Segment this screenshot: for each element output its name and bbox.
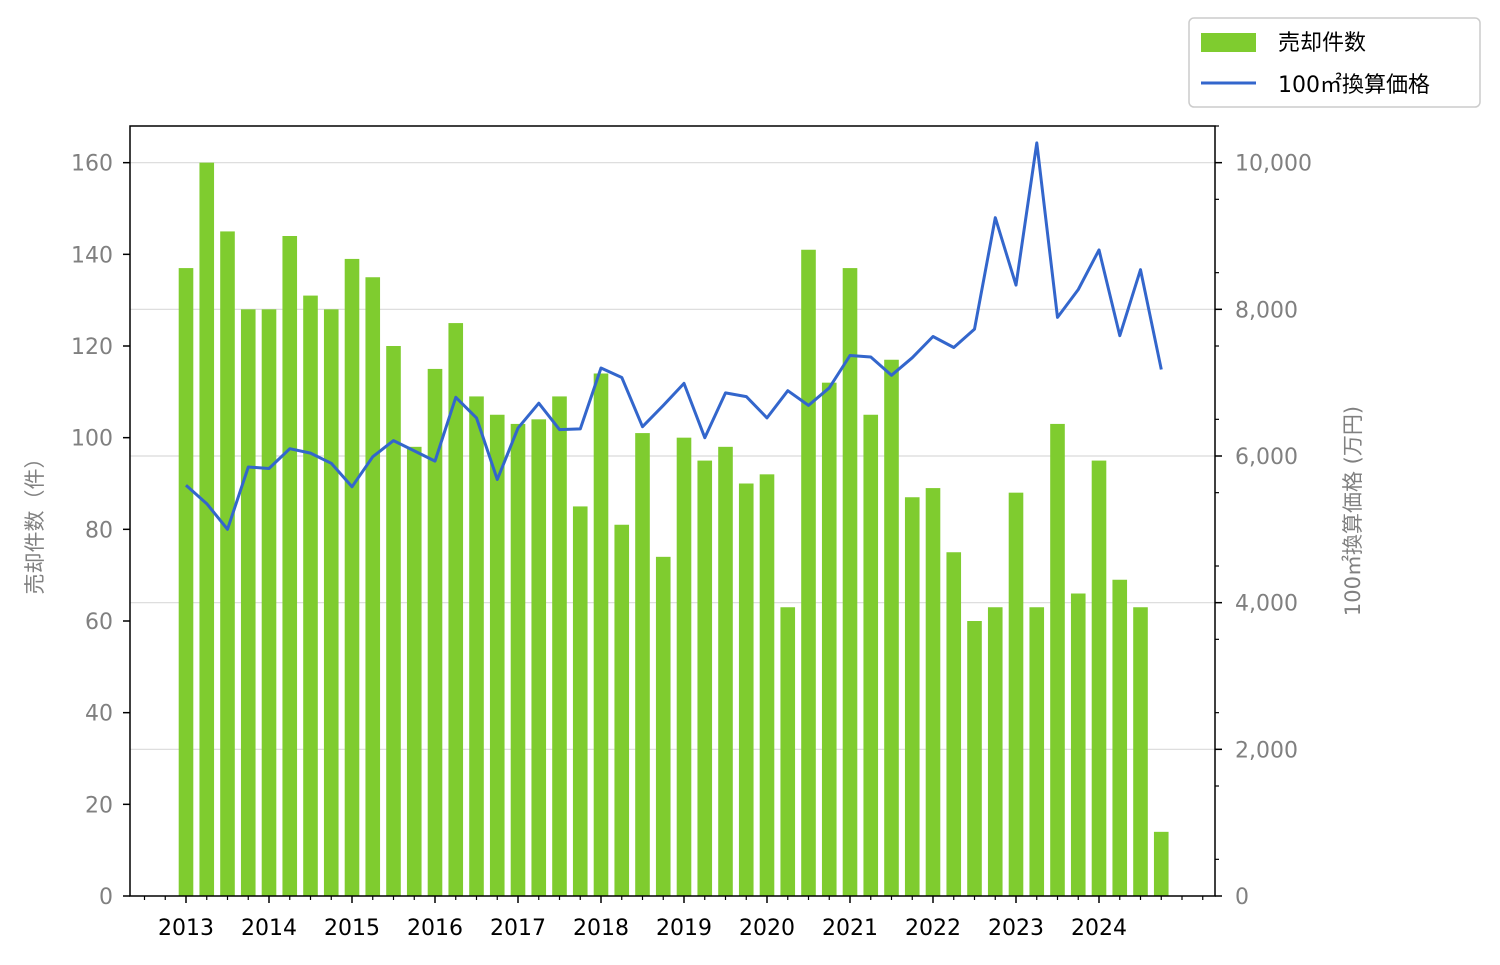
bar <box>801 249 816 896</box>
line-layer <box>185 141 1163 531</box>
bar <box>323 309 339 896</box>
bar <box>593 373 609 896</box>
bar <box>199 162 215 896</box>
bar <box>365 277 381 896</box>
y-tick-label: 140 <box>71 243 113 268</box>
bar <box>884 359 899 896</box>
y2-tick-label: 4,000 <box>1235 592 1298 617</box>
x-tick-label: 2019 <box>656 916 712 941</box>
bar <box>386 346 401 896</box>
bar <box>344 258 360 897</box>
legend: 売却件数 100㎡換算価格 <box>1188 17 1481 108</box>
x-tick-label: 2015 <box>324 916 380 941</box>
x-tick-label: 2020 <box>739 916 795 941</box>
x-tick-label: 2017 <box>490 916 546 941</box>
x-tick-label: 2018 <box>573 916 629 941</box>
x-tick-label: 2022 <box>905 916 961 941</box>
bar <box>303 295 318 896</box>
bar <box>178 268 194 896</box>
plot-frame <box>129 125 1216 897</box>
bar <box>572 506 588 896</box>
bar <box>552 396 567 896</box>
bars-layer <box>178 162 1169 897</box>
price-line <box>185 141 1163 531</box>
y-tick-label: 80 <box>85 518 113 543</box>
legend-label-line: 100㎡換算価格 <box>1278 72 1430 98</box>
x-tick-label: 2013 <box>158 916 214 941</box>
bar <box>655 556 671 896</box>
bar <box>925 488 941 896</box>
bar <box>967 621 982 896</box>
bar <box>987 607 1003 896</box>
y-tick-label: 120 <box>71 335 113 360</box>
x-tick-label: 2016 <box>407 916 463 941</box>
bar <box>531 419 547 896</box>
bar <box>676 437 692 896</box>
bar <box>448 323 464 896</box>
bar <box>510 423 526 896</box>
bar <box>489 414 505 896</box>
y-tick-label: 20 <box>85 793 113 818</box>
bar <box>1050 423 1065 896</box>
bar <box>697 460 713 896</box>
legend-box <box>1188 17 1481 108</box>
bar <box>1091 460 1107 896</box>
bar <box>1029 607 1045 896</box>
bar <box>261 309 277 896</box>
bar <box>220 231 235 896</box>
y-tick-label: 0 <box>99 885 113 910</box>
legend-swatch-bars <box>1201 33 1256 52</box>
bar <box>863 414 879 896</box>
y-tick-label: 160 <box>71 152 113 177</box>
bar <box>406 446 422 896</box>
y-tick-label: 60 <box>85 610 113 635</box>
bar <box>904 497 920 896</box>
bar <box>427 368 443 897</box>
bar <box>842 268 858 896</box>
y2-tick-label: 0 <box>1235 885 1249 910</box>
x-tick-label: 2023 <box>988 916 1044 941</box>
bar <box>240 309 256 896</box>
y2-tick-label: 2,000 <box>1235 738 1298 763</box>
bar <box>1008 492 1024 896</box>
y2-axis-label: 100㎡換算価格 (万円) <box>1341 406 1365 616</box>
bar <box>469 396 484 896</box>
x-tick-label: 2024 <box>1071 916 1127 941</box>
bar <box>1153 831 1169 896</box>
legend-label-bars: 売却件数 <box>1278 31 1366 56</box>
bar <box>780 607 796 896</box>
axes-layer: 0 20 40 60 80 100 120 140 160 0 2,000 4,000 6,000 8,0… <box>71 125 1312 941</box>
bar <box>1112 579 1128 896</box>
bar <box>1070 593 1086 896</box>
bar <box>759 474 775 896</box>
x-tick-label: 2014 <box>241 916 297 941</box>
y2-tick-label: 6,000 <box>1235 445 1298 470</box>
bar <box>614 524 630 896</box>
y2-tick-label: 8,000 <box>1235 298 1298 323</box>
bar <box>718 446 733 896</box>
y-axis-label: 売却件数（件） <box>23 448 47 595</box>
y-tick-label: 100 <box>71 427 113 452</box>
bar <box>282 236 298 896</box>
bar <box>821 382 837 897</box>
bar <box>946 552 962 896</box>
bar <box>738 483 754 896</box>
y-tick-label: 40 <box>85 702 113 727</box>
x-tick-label: 2021 <box>822 916 878 941</box>
bar <box>1133 607 1148 896</box>
y2-tick-label: 10,000 <box>1235 152 1312 177</box>
bar <box>635 433 650 896</box>
